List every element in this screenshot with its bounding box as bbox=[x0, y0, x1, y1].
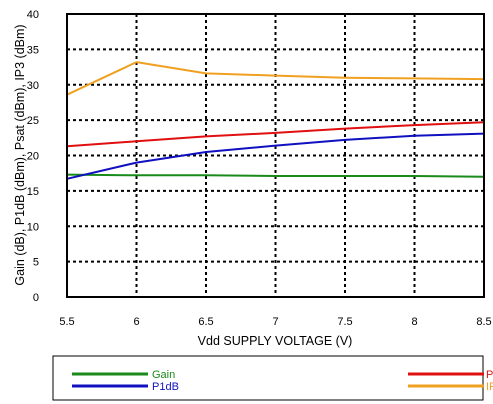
plot-frame bbox=[66, 13, 485, 298]
x-tick-labels: 5.5 6 6.5 7 7.5 8 8.5 bbox=[59, 316, 491, 328]
legend-label-ip3: IP3 bbox=[486, 381, 493, 393]
y-tick-label: 20 bbox=[27, 151, 39, 163]
grid-lines bbox=[67, 14, 484, 297]
y-tick-labels: 0 5 10 15 20 25 30 35 40 bbox=[27, 9, 39, 304]
y-tick-label: 10 bbox=[27, 221, 39, 233]
x-tick-label: 8.5 bbox=[476, 316, 491, 328]
series-line-p1db bbox=[66, 132, 485, 180]
series-line-gain bbox=[66, 173, 485, 178]
y-tick-label: 35 bbox=[27, 44, 39, 56]
series-lines bbox=[66, 61, 485, 180]
y-tick-label: 15 bbox=[27, 186, 39, 198]
x-tick-label: 8 bbox=[411, 316, 417, 328]
y-tick-label: 40 bbox=[27, 9, 39, 21]
legend-label-gain: Gain bbox=[152, 369, 175, 381]
legend-box bbox=[52, 355, 484, 401]
x-axis-label: Vdd SUPPLY VOLTAGE (V) bbox=[198, 334, 353, 348]
y-tick-label: 30 bbox=[27, 80, 39, 92]
legend-label-p1db: P1dB bbox=[152, 381, 179, 393]
x-tick-label: 7.5 bbox=[337, 316, 352, 328]
y-tick-label: 5 bbox=[33, 257, 39, 269]
y-tick-label: 25 bbox=[27, 115, 39, 127]
y-axis-label: Gain (dB), P1dB (dBm), Psat (dBm), IP3 (… bbox=[13, 24, 27, 285]
legend-label-psat: Psat bbox=[486, 369, 493, 381]
y-tick-label: 0 bbox=[33, 292, 39, 304]
x-tick-label: 7 bbox=[272, 316, 278, 328]
x-tick-label: 6 bbox=[133, 316, 139, 328]
x-tick-label: 6.5 bbox=[198, 316, 213, 328]
x-tick-label: 5.5 bbox=[59, 316, 74, 328]
series-line-ip3 bbox=[66, 61, 485, 96]
series-line-psat bbox=[66, 121, 485, 148]
